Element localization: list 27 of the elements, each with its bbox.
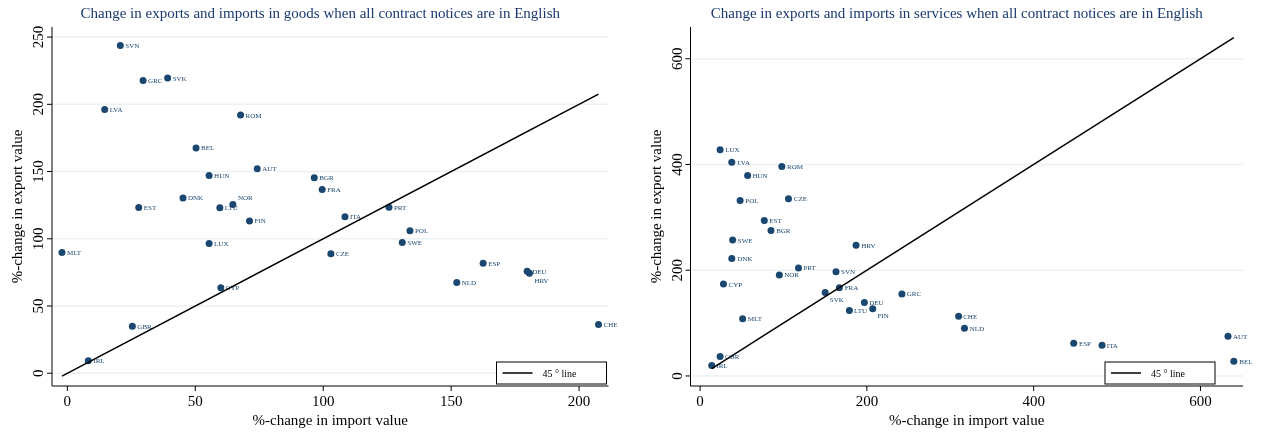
x-tick-label: 200: [855, 393, 879, 409]
y-tick-label: 0: [668, 372, 685, 380]
chart-title: Change in exports and imports in services when all contract notices are in English: [710, 5, 1204, 21]
y-tick-label: 400: [668, 153, 685, 176]
x-tick-label: 0: [696, 393, 704, 409]
x-tick-label: 200: [567, 393, 591, 409]
y-tick-label: 250: [30, 25, 46, 49]
legend-label: 45 ° line: [1151, 368, 1186, 379]
x-tick-label: 100: [311, 393, 335, 409]
y-axis-title: %-change in export value: [9, 129, 25, 284]
x-tick-label: 600: [1189, 393, 1212, 409]
x-tick-label: 150: [439, 393, 463, 409]
y-tick-label: 200: [30, 93, 46, 116]
y-tick-label: 100: [30, 227, 46, 251]
y-tick-label: 50: [30, 298, 46, 314]
y-tick-label: 200: [668, 258, 685, 282]
y-tick-label: 600: [668, 47, 685, 70]
x-tick-label: 400: [1022, 393, 1045, 409]
y-axis-title: %-change in export value: [647, 129, 664, 284]
x-axis-title: %-change in import value: [252, 412, 409, 428]
y-tick-label: 150: [30, 160, 46, 183]
x-axis-title: %-change in import value: [889, 412, 1045, 428]
legend-label: 45 ° line: [542, 368, 578, 379]
y-tick-label: 0: [30, 369, 46, 377]
x-tick-label: 50: [187, 393, 203, 409]
x-tick-label: 0: [63, 393, 72, 409]
chart-title: Change in exports and imports in goods when all contract notices are in English: [80, 5, 561, 21]
